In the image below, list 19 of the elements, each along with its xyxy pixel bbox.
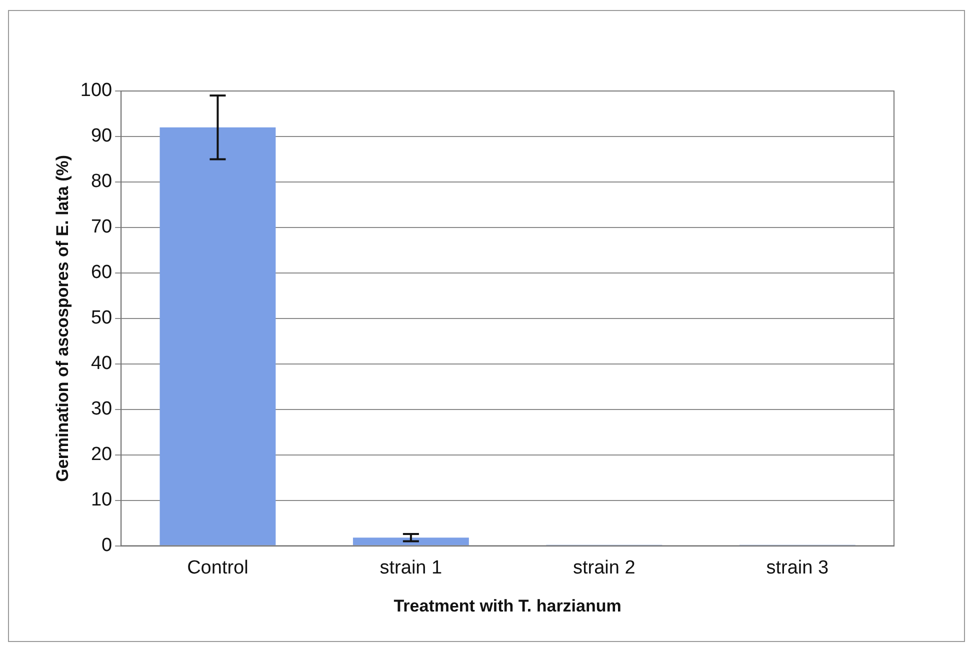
x-tick-label: strain 1 (380, 557, 442, 578)
y-tick-label: 70 (90, 216, 112, 238)
y-tick-label: 60 (90, 262, 112, 284)
y-tick-label: 0 (102, 535, 112, 556)
y-tick-label: 80 (90, 171, 112, 192)
y-tick-label: 20 (90, 444, 112, 466)
y-axis-title: Germination of ascospores of E. lata (%) (52, 154, 72, 482)
y-tick-label: 50 (90, 308, 112, 329)
bar (352, 538, 469, 546)
y-tick-label: 90 (90, 126, 112, 147)
bar (160, 127, 276, 546)
y-tick-label: 10 (90, 490, 112, 511)
x-axis-title: Treatment with T. harzianum (394, 596, 622, 616)
x-tick-label: strain 2 (573, 557, 636, 578)
y-tick-label: 40 (90, 353, 112, 374)
y-tick-label: 100 (80, 80, 112, 102)
y-tick-label: 30 (90, 398, 112, 420)
x-tick-label: Control (187, 557, 248, 578)
x-tick-label: strain 3 (766, 557, 829, 578)
